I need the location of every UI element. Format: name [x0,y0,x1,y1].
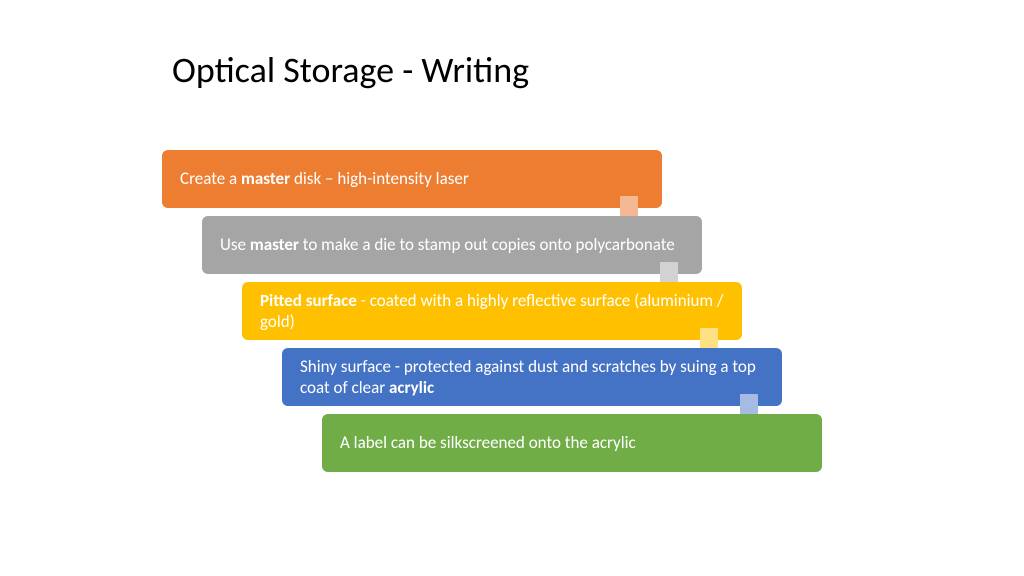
process-step-4: Shiny surface - protected against dust a… [282,348,782,406]
process-step-text: Create a master disk – high-intensity la… [180,168,644,189]
slide: { "title": { "text": "Optical Storage - … [0,0,1024,576]
process-step-text: A label can be silkscreened onto the acr… [340,432,804,453]
process-step-1: Create a master disk – high-intensity la… [162,150,662,208]
process-step-text: Pitted surface - coated with a highly re… [260,290,724,333]
process-step-2: Use master to make a die to stamp out co… [202,216,702,274]
process-step-text: Use master to make a die to stamp out co… [220,234,684,255]
process-step-3: Pitted surface - coated with a highly re… [242,282,742,340]
process-step-5: A label can be silkscreened onto the acr… [322,414,822,472]
process-step-text: Shiny surface - protected against dust a… [300,356,764,399]
slide-title: Optical Storage - Writing [172,48,529,92]
